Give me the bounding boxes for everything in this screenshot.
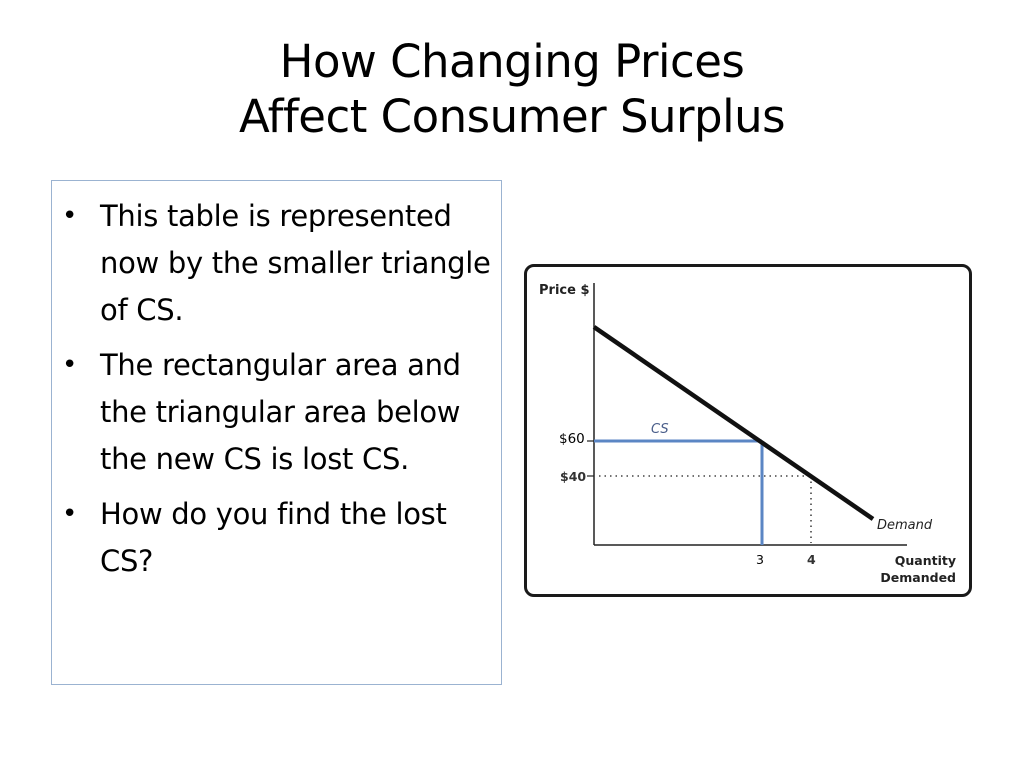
bullet-text-2: The rectangular area and the triangular …: [100, 348, 461, 476]
bullet-dot: •: [62, 350, 78, 380]
bullet-text-1: This table is represented now by the sma…: [100, 199, 491, 327]
quantity-axis-label-line1: Quantity: [895, 553, 956, 568]
bullet-text-box: • This table is represented now by the s…: [51, 180, 502, 685]
demand-label: Demand: [877, 518, 933, 533]
price-low-label: $40: [560, 469, 586, 484]
qty-low-label: 4: [807, 552, 816, 567]
demand-curve: [592, 325, 875, 521]
bullet-item-2: • The rectangular area and the triangula…: [62, 342, 491, 483]
title-line-2: Affect Consumer Surplus: [238, 90, 786, 143]
price-axis-label: Price $: [539, 283, 590, 298]
slide-title: How Changing Prices Affect Consumer Surp…: [0, 34, 1024, 144]
quantity-axis-label-line2: Demanded: [880, 570, 956, 585]
qty-high-label: 3: [756, 552, 764, 567]
cs-label: CS: [651, 422, 669, 437]
bullet-dot: •: [62, 201, 78, 231]
bullet-list: • This table is represented now by the s…: [52, 181, 501, 585]
bullet-dot: •: [62, 499, 78, 529]
bullet-item-1: • This table is represented now by the s…: [62, 193, 491, 334]
consumer-surplus-diagram-frame: Price $ $60 $40 CS Demand 3 4 Quantity D…: [524, 264, 972, 597]
title-line-1: How Changing Prices: [279, 35, 745, 88]
bullet-item-3: • How do you find the lost CS?: [62, 491, 491, 585]
price-high-label: $60: [559, 431, 585, 447]
consumer-surplus-diagram: Price $ $60 $40 CS Demand 3 4 Quantity D…: [539, 283, 956, 585]
bullet-text-3: How do you find the lost CS?: [100, 497, 447, 578]
